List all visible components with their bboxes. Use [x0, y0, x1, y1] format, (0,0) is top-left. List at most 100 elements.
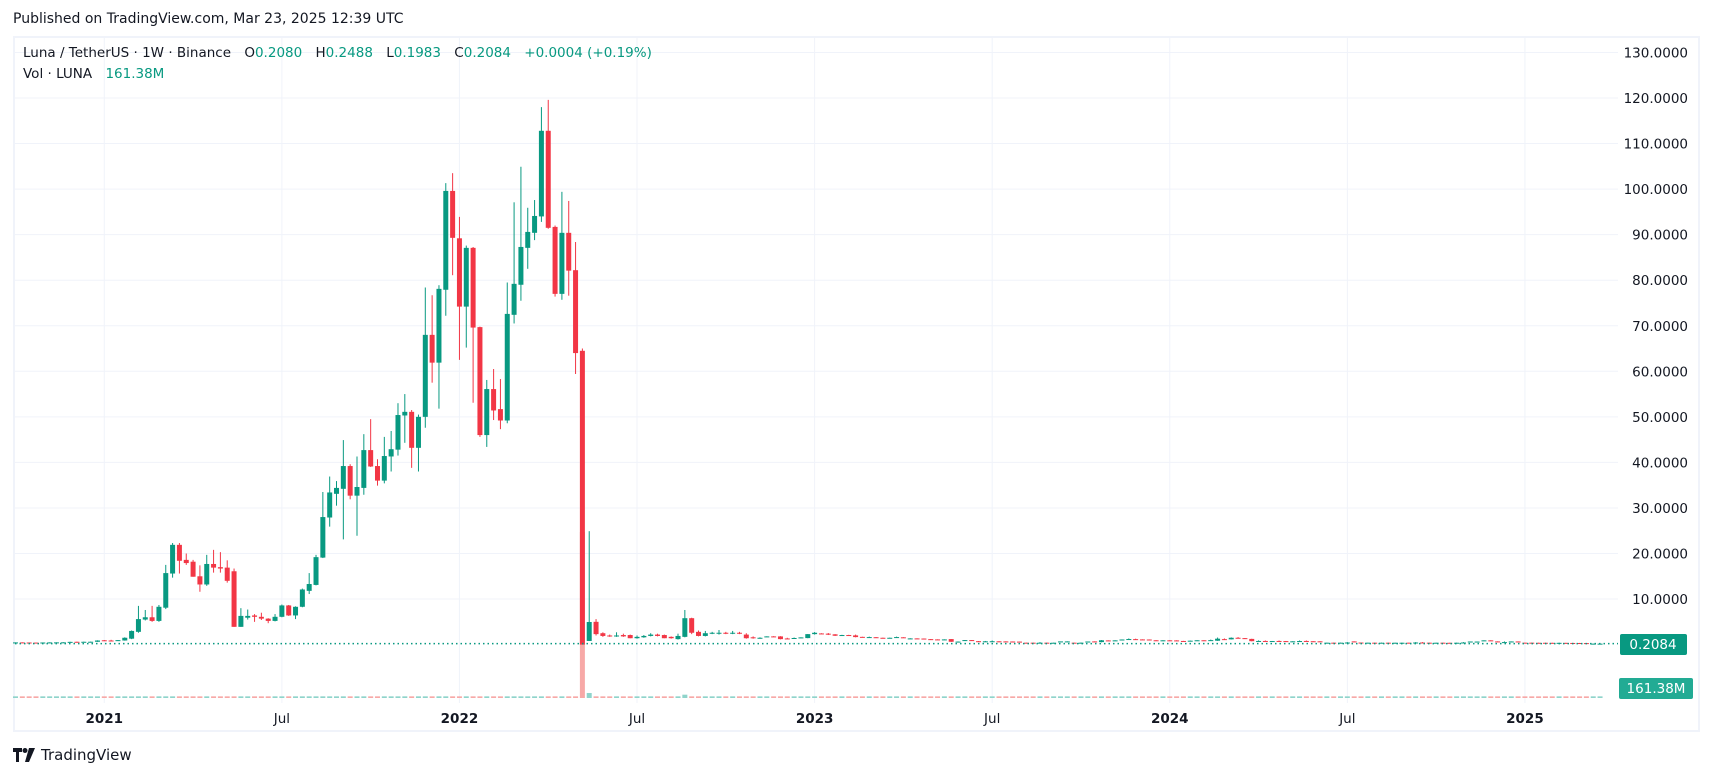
volume-bar — [1194, 696, 1200, 698]
candle-body — [887, 637, 893, 639]
candle-body — [67, 641, 73, 643]
volume-bar — [757, 696, 763, 698]
candle-body — [1577, 643, 1583, 645]
volume-bar — [1085, 696, 1091, 698]
candle-body — [1146, 639, 1152, 641]
candle-body — [320, 517, 326, 558]
volume-bar — [928, 696, 934, 698]
candle-body — [1194, 640, 1200, 642]
change-value: +0.0004 (+0.19%) — [524, 45, 652, 61]
candle-body — [1262, 640, 1268, 642]
volume-bar — [238, 696, 244, 698]
candle-body — [941, 639, 947, 641]
candle-body — [47, 642, 53, 644]
volume-bar — [491, 696, 497, 698]
candle-body — [122, 637, 128, 641]
volume-bar — [1208, 696, 1214, 698]
candle-body — [429, 334, 435, 363]
volume-bar — [115, 696, 121, 698]
candle-body — [538, 130, 544, 217]
candle-body — [409, 411, 415, 448]
volume-bar — [1297, 696, 1303, 698]
candle-body — [586, 622, 592, 641]
volume-bar — [497, 696, 503, 698]
candle-body — [696, 631, 701, 636]
candle-body — [607, 635, 613, 637]
candle-body — [354, 486, 360, 496]
volume-bar — [655, 696, 661, 698]
candle-body — [1590, 643, 1596, 645]
candle-body — [1167, 640, 1173, 642]
volume-bar — [1454, 696, 1460, 698]
candle-body — [989, 641, 995, 643]
volume-bar — [798, 696, 804, 698]
close-value: 0.2084 — [463, 45, 511, 61]
volume-bar — [969, 696, 975, 698]
volume-bar — [1570, 696, 1576, 698]
volume-bar — [1515, 696, 1521, 698]
volume-bar — [1563, 696, 1569, 698]
volume-bar — [1351, 696, 1357, 698]
volume-bar — [368, 696, 374, 698]
candle-body — [340, 466, 346, 489]
close-label: C — [454, 45, 464, 61]
tradingview-logo-icon — [13, 748, 35, 762]
volume-bar — [1010, 696, 1016, 698]
volume-bar — [846, 696, 852, 698]
time-tick-label: 2021 — [86, 711, 124, 727]
price-axis[interactable]: 130.0000 120.0000 110.0000 100.0000 90.0000 8… — [1624, 45, 1688, 608]
symbol-title[interactable]: Luna / TetherUS · 1W · Binance — [23, 45, 232, 61]
candle-body — [839, 635, 845, 637]
volume-bar — [183, 696, 189, 698]
volume-bar — [1146, 696, 1152, 698]
candle-body — [1221, 639, 1227, 641]
volume-bar — [1119, 696, 1125, 698]
candle-body — [1515, 641, 1521, 643]
candle-body — [1392, 642, 1398, 644]
candle-body — [306, 584, 312, 591]
volume-bar — [142, 696, 148, 698]
candle-body — [197, 576, 203, 585]
candle-body — [135, 619, 141, 632]
candle-body — [1276, 640, 1282, 642]
candle-body — [81, 641, 87, 643]
volume-bar — [1139, 696, 1145, 698]
volume-bar — [1338, 696, 1344, 698]
chart-frame — [13, 36, 1700, 732]
volume-bar — [1003, 696, 1009, 698]
open-label: O — [244, 45, 255, 61]
volume-bar — [293, 696, 299, 698]
tradingview-brand[interactable]: TradingView — [13, 746, 132, 764]
volume-bar — [484, 696, 490, 698]
candle-body — [1092, 641, 1098, 643]
volume-bar — [648, 696, 654, 698]
volume-bar — [839, 696, 845, 698]
volume-bar — [709, 696, 715, 698]
volume-bar — [1406, 696, 1412, 698]
candle-body — [1242, 638, 1248, 640]
open-value: 0.2080 — [254, 45, 303, 61]
candle-body — [1310, 641, 1316, 643]
volume-bar — [1331, 696, 1337, 698]
volume-bar — [1413, 696, 1419, 698]
candle-body — [1379, 642, 1384, 644]
volume-bar — [108, 696, 114, 698]
volume-bar — [388, 696, 394, 698]
candle-body — [450, 190, 456, 238]
candle-body — [1174, 640, 1180, 642]
time-axis[interactable]: 2021 Jul 2022 Jul 2023 Jul 2024 Jul 2025 — [86, 711, 1544, 727]
candle-body — [415, 416, 421, 448]
volume-bar — [1064, 696, 1070, 698]
volume-bars — [13, 532, 1603, 698]
volume-bar — [101, 696, 107, 698]
candle-body — [682, 618, 688, 637]
volume-label[interactable]: Vol · LUNA — [23, 66, 93, 82]
candle-body — [1160, 640, 1166, 642]
candle-body — [470, 247, 476, 328]
candle-body — [1460, 642, 1466, 644]
candle-body — [456, 238, 462, 307]
volume-bar — [1160, 696, 1166, 698]
volume-bar — [1092, 696, 1098, 698]
volume-bar — [1242, 696, 1248, 698]
